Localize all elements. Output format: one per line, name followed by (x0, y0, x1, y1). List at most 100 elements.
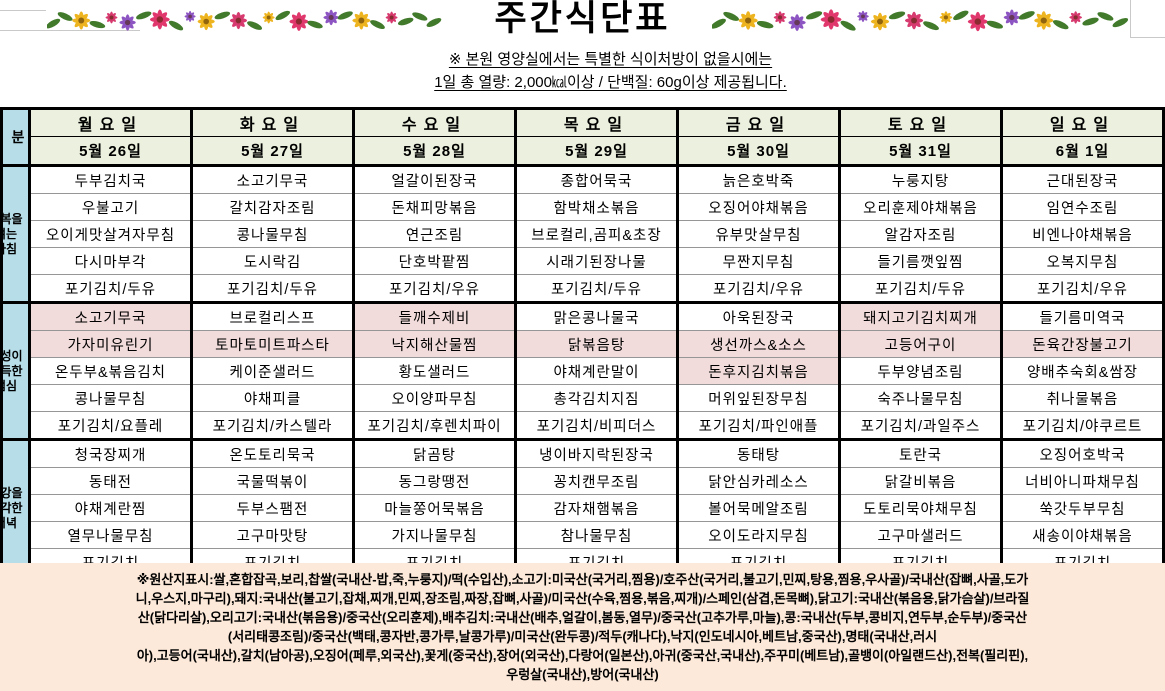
menu-item-cell: 고구마샐러드 (838, 521, 1003, 549)
menu-item-cell: 도토리묵야채무침 (838, 494, 1003, 522)
menu-item-cell: 꽁치캔무조림 (514, 467, 679, 495)
menu-item-cell: 아욱된장국 (676, 301, 841, 331)
menu-item-cell: 야채계란찜 (28, 494, 193, 522)
menu-item-cell: 야채피클 (190, 384, 355, 412)
menu-item-cell: 오이도라지무침 (676, 521, 841, 549)
menu-item-cell: 포기김치/우유 (676, 274, 841, 303)
menu-item-cell: 무짠지무침 (676, 247, 841, 275)
menu-item-cell: 오이게맛살겨자무침 (28, 220, 193, 248)
date-header-cell: 5월 30일 (676, 136, 841, 166)
menu-item-cell: 양배추숙회&쌈장 (1000, 357, 1165, 385)
menu-item-cell: 청국장찌개 (28, 438, 193, 468)
menu-item-cell: 두부스팸전 (190, 494, 355, 522)
date-header-cell: 5월 31일 (838, 136, 1003, 166)
origin-line: ※원산지표시:쌀,혼합잡곡,보리,찹쌀(국내산-밥,죽,누룽지)/떡(수입산),… (136, 572, 1029, 587)
origin-line: 우렁살(국내산),방어(국내산) (506, 667, 659, 682)
menu-item-cell: 마늘쫑어묵볶음 (352, 494, 517, 522)
menu-item-cell: 국물떡볶이 (190, 467, 355, 495)
gridline-artifact (1130, 37, 1165, 38)
meal-row-label-lunch: 정성이 가득한 점심 (0, 301, 31, 440)
weekday-header-cell: 일요일 (1000, 108, 1165, 137)
weekly-menu-table: 구 분 월요일 화요일 수요일 목요일 금요일 토요일 일요일 5월 26일 5… (0, 107, 1165, 578)
menu-item-cell: 다시마부각 (28, 247, 193, 275)
menu-item-cell: 총각김치지짐 (514, 384, 679, 412)
menu-item-cell: 오복지무침 (1000, 247, 1165, 275)
corner-label-cell: 구 분 (0, 108, 31, 166)
menu-item-cell: 포기김치/비피더스 (514, 411, 679, 440)
menu-item-cell: 콩나물무침 (28, 384, 193, 412)
menu-item-cell: 포기김치/두유 (28, 274, 193, 303)
origin-line: 산(닭다리살),오리고기:국내산(볶음용)/중국산(오리훈제),배추김치:국내산… (137, 610, 1028, 625)
menu-item-cell: 소고기무국 (190, 164, 355, 194)
weekday-header-cell: 토요일 (838, 108, 1003, 137)
menu-item-cell: 돈육간장불고기 (1000, 330, 1165, 358)
menu-item-cell: 동그랑땡전 (352, 467, 517, 495)
meal-row-label-dinner: 건강을 생각한 저녁 (0, 438, 31, 577)
menu-item-cell: 오징어호박국 (1000, 438, 1165, 468)
menu-item-cell: 들기름깻잎찜 (838, 247, 1003, 275)
origin-line: (서리태콩조림)/중국산(백태,콩자반,콩가루,날콩가루)/미국산(완두콩)/적… (227, 629, 938, 644)
menu-item-cell: 고구마맛탕 (190, 521, 355, 549)
weekday-header-cell: 금요일 (676, 108, 841, 137)
menu-item-cell: 돈채피망볶음 (352, 193, 517, 221)
menu-item-cell: 참나물무침 (514, 521, 679, 549)
date-header-cell: 5월 29일 (514, 136, 679, 166)
menu-item-cell: 생선까스&소스 (676, 330, 841, 358)
menu-item-cell: 오이양파무침 (352, 384, 517, 412)
menu-item-cell: 새송이야채볶음 (1000, 521, 1165, 549)
menu-item-cell: 토마토미트파스타 (190, 330, 355, 358)
nutrition-notice: ※ 본원 영양실에서는 특별한 식이처방이 없을시에는 1일 총 열량: 2,0… (56, 48, 1165, 94)
menu-item-cell: 브로컬리스프 (190, 301, 355, 331)
notice-line: 1일 총 열량: 2,000㎉이상 / 단백질: 60g이상 제공됩니다. (434, 74, 787, 91)
weekday-header-cell: 화요일 (190, 108, 355, 137)
menu-item-cell: 온도토리묵국 (190, 438, 355, 468)
menu-item-cell: 포기김치/후렌치파이 (352, 411, 517, 440)
menu-item-cell: 돈후지김치볶음 (676, 357, 841, 385)
menu-item-cell: 닭볶음탕 (514, 330, 679, 358)
gridline-artifact (0, 10, 46, 11)
date-header-cell: 5월 28일 (352, 136, 517, 166)
menu-item-cell: 열무나물무침 (28, 521, 193, 549)
menu-item-cell: 숙주나물무침 (838, 384, 1003, 412)
menu-item-cell: 들기름미역국 (1000, 301, 1165, 331)
corner-label: 구 분 (5, 129, 28, 145)
menu-item-cell: 포기김치/파인애플 (676, 411, 841, 440)
menu-item-cell: 근대된장국 (1000, 164, 1165, 194)
date-header-cell: 6월 1일 (1000, 136, 1165, 166)
menu-item-cell: 토란국 (838, 438, 1003, 468)
menu-item-cell: 볼어묵메알조림 (676, 494, 841, 522)
weekday-header-cell: 수요일 (352, 108, 517, 137)
menu-item-cell: 돼지고기김치찌개 (838, 301, 1003, 331)
menu-item-cell: 쑥갓두부무침 (1000, 494, 1165, 522)
menu-item-cell: 콩나물무침 (190, 220, 355, 248)
menu-item-cell: 누룽지탕 (838, 164, 1003, 194)
menu-item-cell: 비엔나야채볶음 (1000, 220, 1165, 248)
menu-item-cell: 포기김치/두유 (838, 274, 1003, 303)
menu-item-cell: 두부김치국 (28, 164, 193, 194)
menu-item-cell: 포기김치/두유 (190, 274, 355, 303)
menu-item-cell: 연근조림 (352, 220, 517, 248)
weekday-header-cell: 월요일 (28, 108, 193, 137)
menu-item-cell: 늙은호박죽 (676, 164, 841, 194)
menu-item-cell: 닭갈비볶음 (838, 467, 1003, 495)
menu-item-cell: 너비아니파채무침 (1000, 467, 1165, 495)
menu-item-cell: 고등어구이 (838, 330, 1003, 358)
menu-item-cell: 함박채소볶음 (514, 193, 679, 221)
menu-item-cell: 임연수조림 (1000, 193, 1165, 221)
menu-item-cell: 포기김치/야쿠르트 (1000, 411, 1165, 440)
menu-item-cell: 야채계란말이 (514, 357, 679, 385)
menu-item-cell: 얼갈이된장국 (352, 164, 517, 194)
menu-item-cell: 유부맛살무침 (676, 220, 841, 248)
origin-line: 니,우스지,마구리),돼지:국내산(불고기,잡채,찌개,민찌,장조림,짜장,잡뼈… (135, 591, 1030, 606)
date-header-cell: 5월 26일 (28, 136, 193, 166)
menu-item-cell: 동태탕 (676, 438, 841, 468)
menu-item-cell: 포기김치/카스텔라 (190, 411, 355, 440)
meal-row-label-breakfast: 행복을 여는 아침 (0, 164, 31, 303)
menu-item-cell: 케이준샐러드 (190, 357, 355, 385)
menu-item-cell: 알감자조림 (838, 220, 1003, 248)
menu-item-cell: 시래기된장나물 (514, 247, 679, 275)
menu-item-cell: 감자채햄볶음 (514, 494, 679, 522)
menu-item-cell: 맑은콩나물국 (514, 301, 679, 331)
menu-item-cell: 포기김치/우유 (352, 274, 517, 303)
menu-item-cell: 동태전 (28, 467, 193, 495)
